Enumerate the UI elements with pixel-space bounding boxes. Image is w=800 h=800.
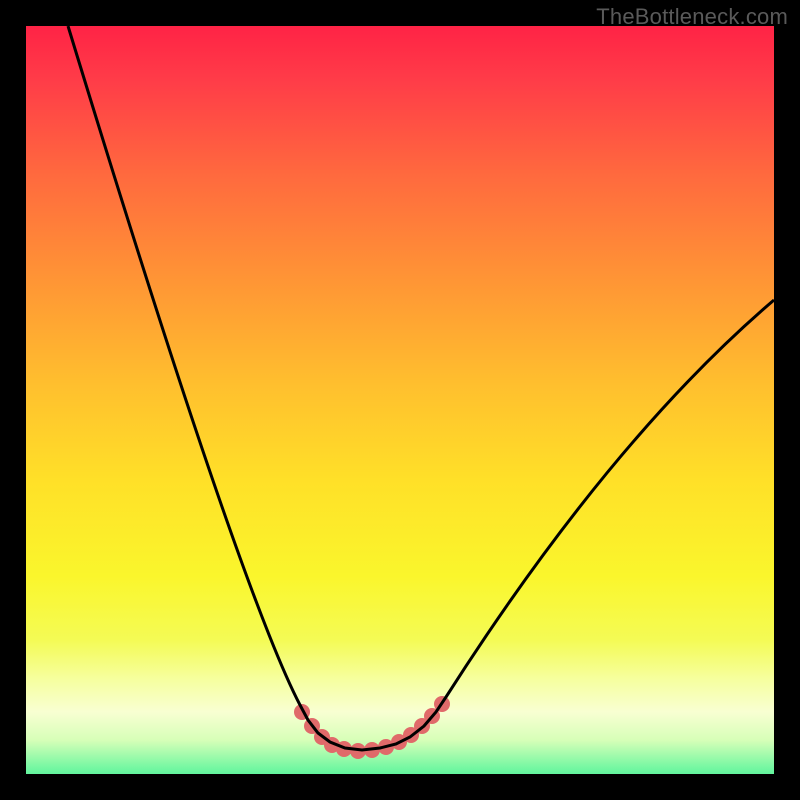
chart-overlay (0, 0, 800, 800)
watermark-text: TheBottleneck.com (596, 4, 788, 30)
bottleneck-curve (68, 26, 774, 750)
frame-border (0, 0, 800, 800)
chart-stage: TheBottleneck.com (0, 0, 800, 800)
